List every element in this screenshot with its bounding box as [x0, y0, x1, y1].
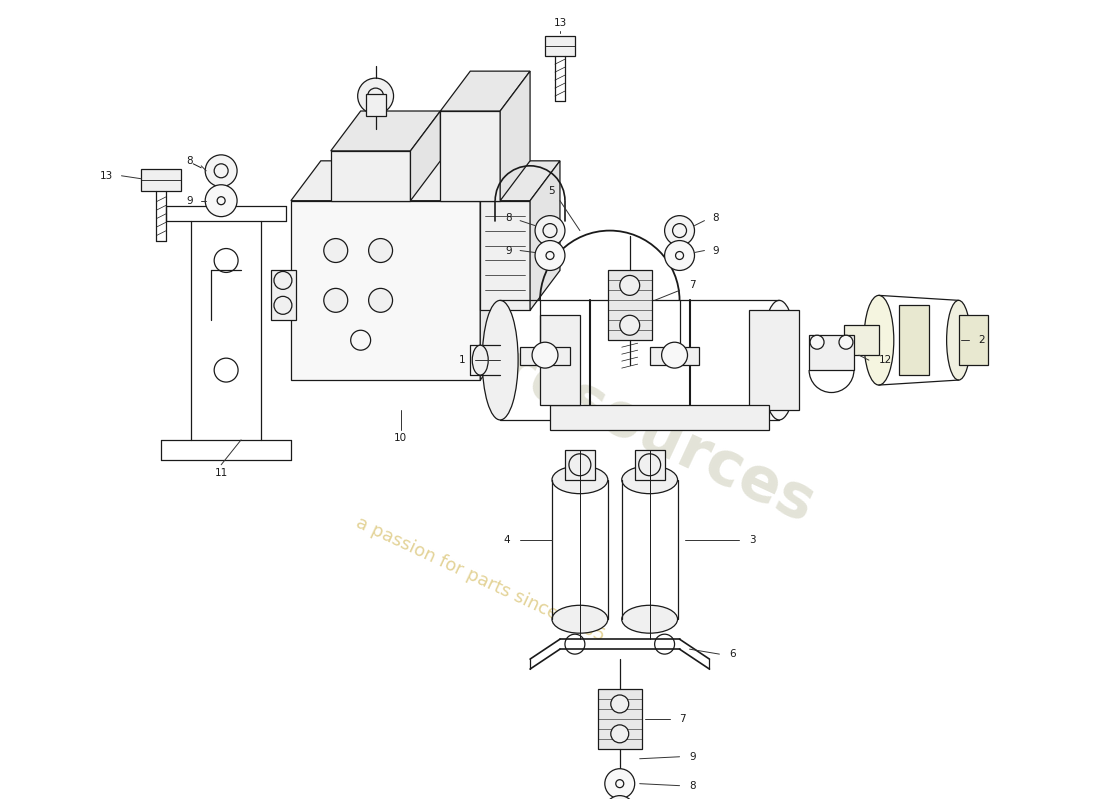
Circle shape: [664, 241, 694, 270]
Polygon shape: [440, 71, 530, 111]
Ellipse shape: [761, 300, 798, 420]
Circle shape: [810, 335, 824, 349]
Text: 8: 8: [713, 213, 719, 222]
Polygon shape: [500, 71, 530, 201]
Circle shape: [535, 216, 565, 246]
Polygon shape: [331, 111, 440, 151]
Bar: [271, 270, 296, 320]
Polygon shape: [410, 111, 440, 201]
Circle shape: [661, 342, 688, 368]
Circle shape: [323, 288, 348, 312]
Bar: [481, 201, 530, 310]
Circle shape: [368, 238, 393, 262]
Bar: [597, 689, 641, 749]
Circle shape: [839, 335, 853, 349]
Bar: [440, 111, 500, 201]
Text: 11: 11: [214, 468, 228, 478]
Bar: [290, 201, 481, 380]
Text: 13: 13: [553, 18, 566, 28]
Bar: [844, 326, 879, 355]
Text: 13: 13: [100, 170, 113, 181]
Circle shape: [206, 185, 238, 217]
Text: 8: 8: [187, 156, 194, 166]
Ellipse shape: [552, 606, 608, 633]
Bar: [142, 169, 182, 190]
Text: 3: 3: [749, 534, 756, 545]
Ellipse shape: [472, 345, 488, 375]
Circle shape: [368, 288, 393, 312]
Circle shape: [206, 155, 238, 186]
Text: 2: 2: [979, 335, 986, 346]
Ellipse shape: [864, 295, 894, 385]
Bar: [550, 405, 769, 430]
Bar: [810, 335, 854, 370]
Text: 8: 8: [690, 781, 696, 790]
Circle shape: [358, 78, 394, 114]
Circle shape: [610, 725, 629, 743]
Bar: [749, 310, 799, 410]
Circle shape: [610, 695, 629, 713]
Ellipse shape: [552, 466, 608, 494]
Text: 7: 7: [690, 280, 696, 290]
Bar: [520, 347, 570, 365]
Circle shape: [323, 238, 348, 262]
Bar: [958, 315, 989, 365]
Polygon shape: [530, 161, 560, 310]
Circle shape: [639, 454, 661, 476]
Text: 9: 9: [187, 196, 194, 206]
Text: 7: 7: [680, 714, 686, 724]
Text: 12: 12: [879, 355, 892, 365]
Bar: [608, 270, 651, 340]
Bar: [635, 450, 664, 480]
Text: 5: 5: [549, 186, 556, 196]
Bar: [365, 94, 386, 116]
Bar: [331, 151, 410, 201]
Text: 9: 9: [690, 752, 696, 762]
Circle shape: [619, 275, 640, 295]
Text: eurosources: eurosources: [416, 304, 824, 536]
Polygon shape: [481, 161, 560, 201]
Text: 1: 1: [459, 355, 465, 365]
Text: 4: 4: [504, 534, 510, 545]
Bar: [899, 306, 928, 375]
Ellipse shape: [621, 606, 678, 633]
Polygon shape: [290, 161, 510, 201]
Bar: [540, 315, 580, 405]
Circle shape: [569, 454, 591, 476]
Circle shape: [535, 241, 565, 270]
Circle shape: [605, 769, 635, 798]
Circle shape: [619, 315, 640, 335]
Text: 8: 8: [506, 213, 513, 222]
Ellipse shape: [947, 300, 970, 380]
Polygon shape: [481, 161, 510, 380]
Circle shape: [664, 216, 694, 246]
Text: 9: 9: [506, 246, 513, 255]
Text: 6: 6: [729, 649, 736, 659]
Circle shape: [532, 342, 558, 368]
Bar: [544, 36, 575, 56]
Text: 10: 10: [394, 433, 407, 443]
Ellipse shape: [621, 466, 678, 494]
Text: 9: 9: [713, 246, 719, 255]
Circle shape: [605, 796, 635, 800]
Text: a passion for parts since 1985: a passion for parts since 1985: [353, 514, 607, 645]
Bar: [650, 347, 700, 365]
Bar: [565, 450, 595, 480]
Ellipse shape: [482, 300, 518, 420]
